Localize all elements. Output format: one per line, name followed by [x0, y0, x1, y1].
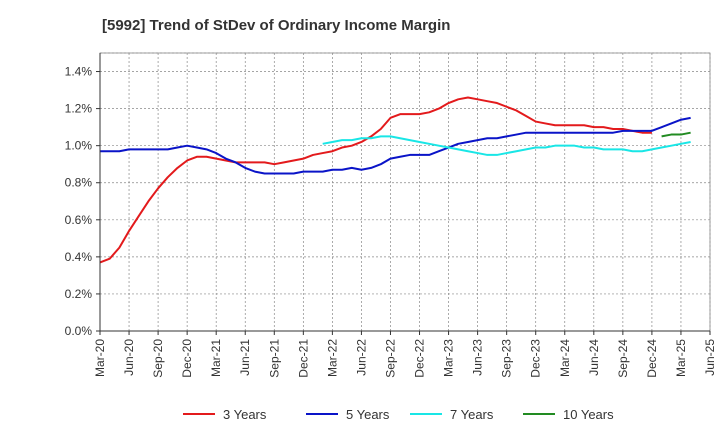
plot-area	[99, 52, 711, 332]
x-tick-label: Mar-20	[93, 339, 107, 377]
x-tick-label: Jun-25	[703, 339, 717, 376]
x-tick-label: Mar-21	[209, 339, 223, 377]
x-tick-label: Jun-21	[238, 339, 252, 376]
legend-label: 7 Years	[450, 407, 494, 422]
x-tick-label: Jun-20	[122, 339, 136, 376]
x-tick-label: Jun-22	[354, 339, 368, 376]
x-tick-label: Dec-22	[413, 339, 427, 378]
x-tick-label: Sep-24	[616, 339, 630, 378]
x-tick-label: Sep-21	[267, 339, 281, 378]
y-tick-label: 0.2%	[65, 287, 93, 301]
legend-label: 5 Years	[346, 407, 390, 422]
y-tick-label: 1.0%	[65, 139, 93, 153]
series-line-3-years	[99, 96, 652, 264]
chart-title: [5992] Trend of StDev of Ordinary Income…	[102, 17, 450, 34]
y-tick-label: 1.2%	[65, 102, 93, 116]
x-tick-label: Mar-25	[674, 339, 688, 377]
series-line-5-years	[100, 116, 691, 175]
x-tick-label: Jun-23	[471, 339, 485, 376]
x-tick-label: Dec-21	[296, 339, 310, 378]
y-tick-label: 0.6%	[65, 213, 93, 227]
series-line-10-years	[661, 131, 691, 138]
x-tick-label: Sep-20	[151, 339, 165, 378]
x-tick-label: Mar-23	[442, 339, 456, 377]
grid	[100, 52, 711, 331]
y-tick-label: 0.8%	[65, 176, 93, 190]
x-tick-label: Sep-22	[383, 339, 397, 378]
legend-label: 3 Years	[223, 407, 267, 422]
y-axis-ticks: 0.0% 0.2% 0.4% 0.6% 0.8% 1.0% 1.2% 1.4%	[65, 65, 100, 338]
x-tick-label: Dec-20	[180, 339, 194, 378]
y-tick-label: 0.0%	[65, 324, 93, 338]
x-tick-label: Mar-24	[558, 339, 572, 377]
series-lines	[99, 96, 691, 264]
x-tick-label: Jun-24	[587, 339, 601, 376]
x-tick-label: Dec-24	[645, 339, 659, 378]
y-tick-label: 1.4%	[65, 65, 93, 79]
series-line-7-years	[322, 135, 691, 156]
x-tick-label: Dec-23	[529, 339, 543, 378]
x-tick-label: Mar-22	[325, 339, 339, 377]
y-tick-label: 0.4%	[65, 250, 93, 264]
x-tick-label: Sep-23	[500, 339, 514, 378]
legend: 3 Years 5 Years 7 Years 10 Years	[183, 407, 614, 422]
legend-label: 10 Years	[563, 407, 614, 422]
x-axis-ticks: Mar-20 Jun-20 Sep-20 Dec-20 Mar-21 Jun-21 Sep-…	[93, 331, 717, 378]
